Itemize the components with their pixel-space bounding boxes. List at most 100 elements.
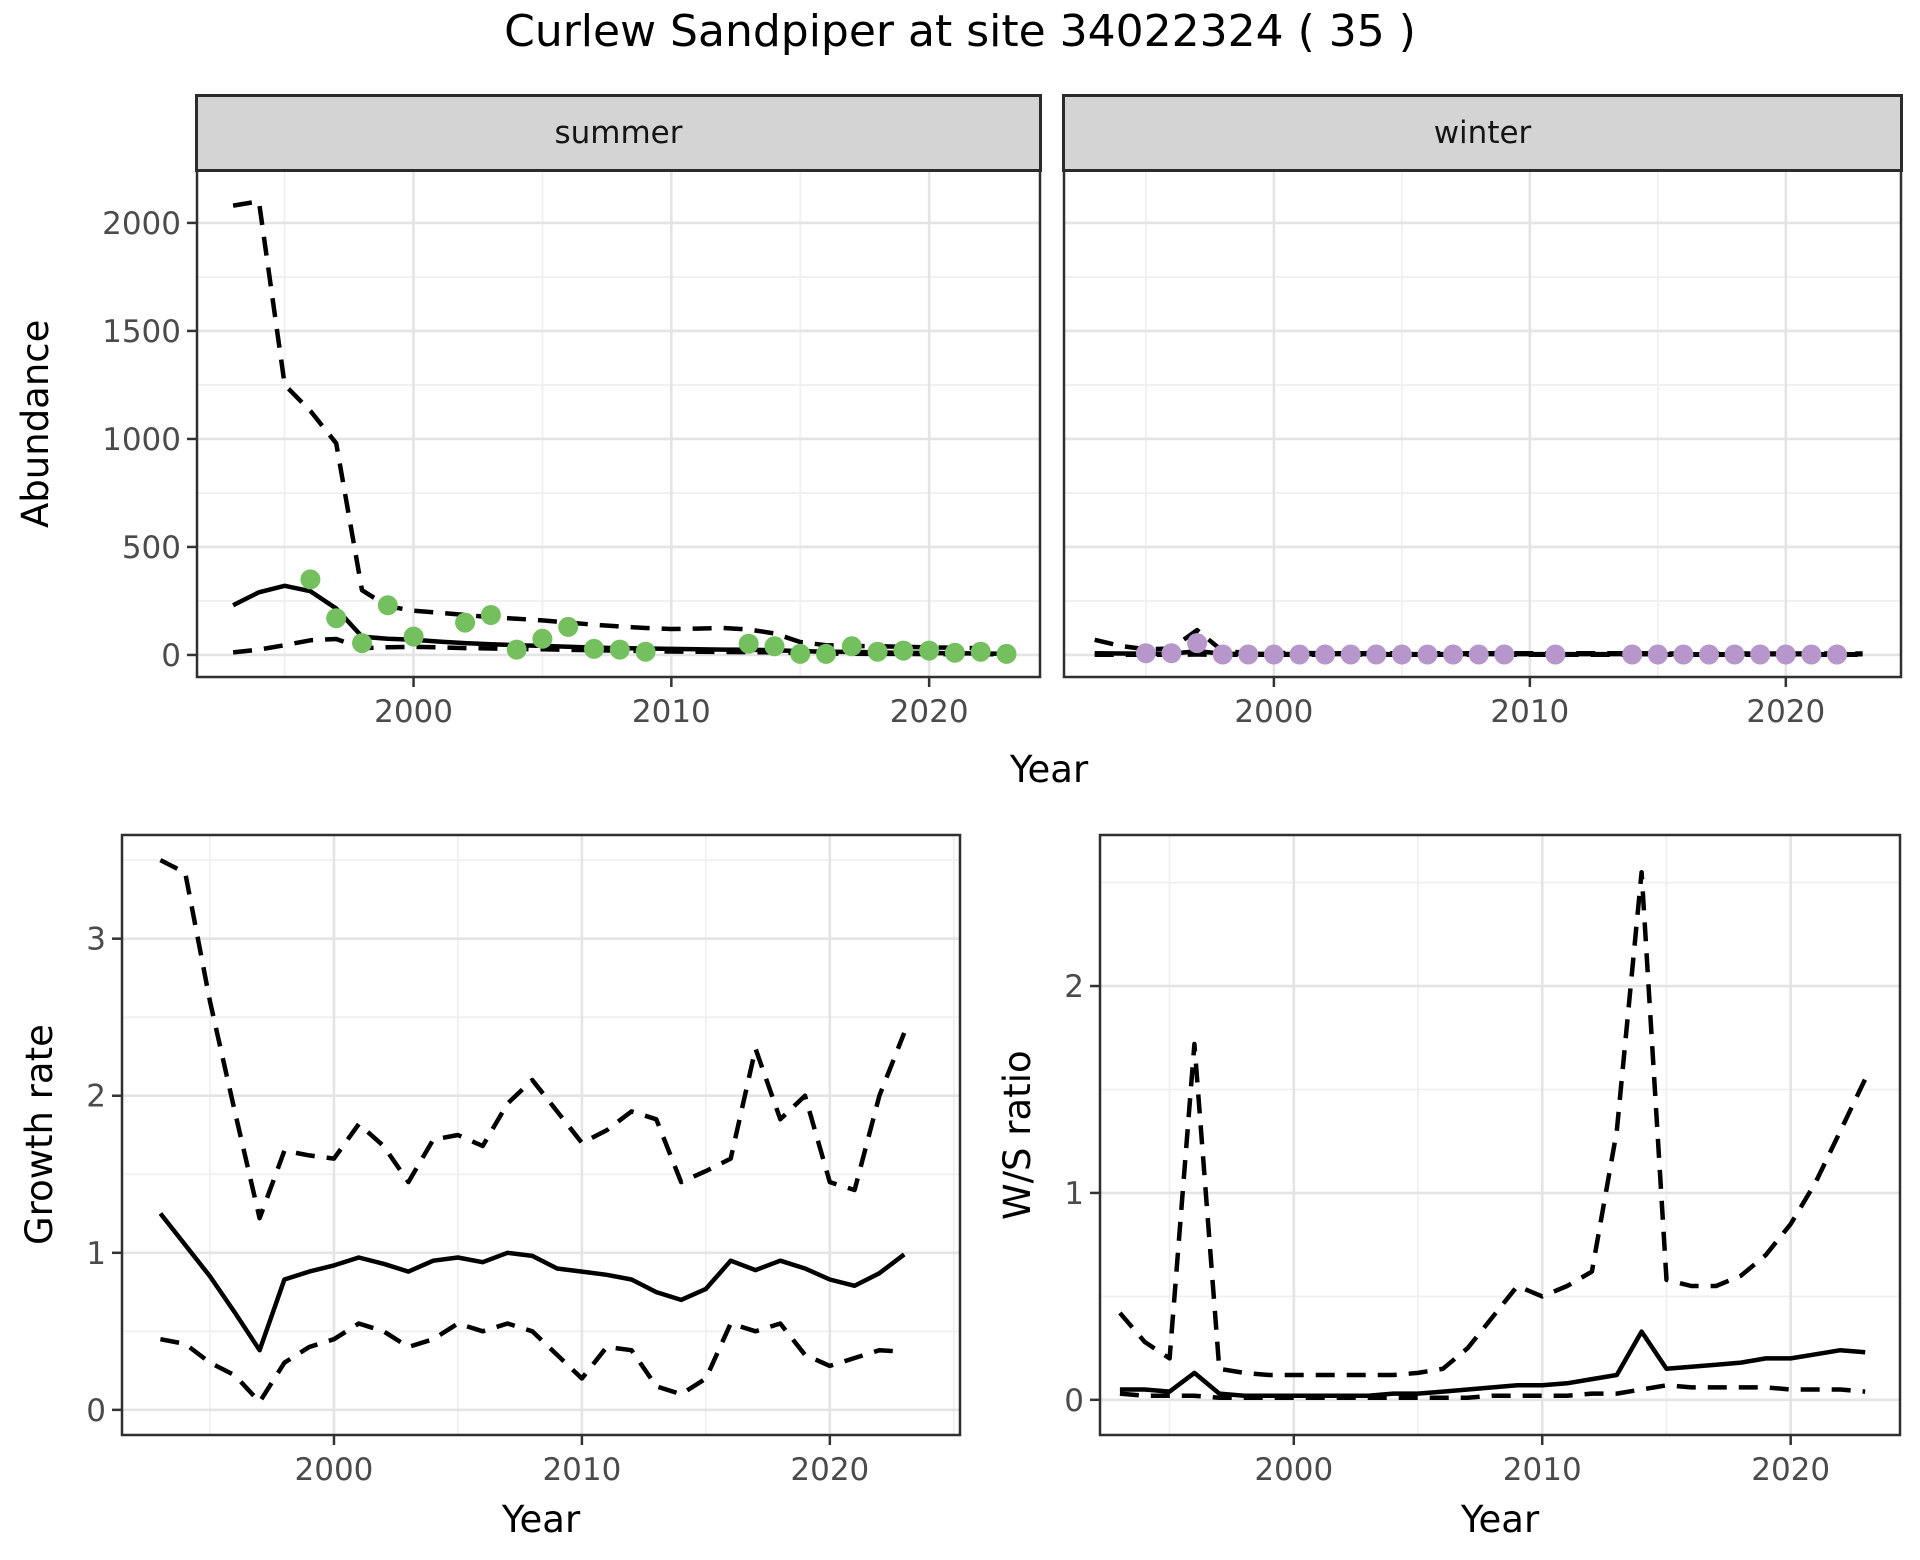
facet-strip-summer-label: summer [554,115,683,151]
panel-border [1098,833,1902,1437]
data-point [1775,644,1796,665]
x-tick-label: 2010 [542,1452,621,1488]
data-point [377,595,398,616]
data-point [790,643,811,664]
x-tick-label: 2010 [632,694,711,730]
x-tick-label: 2000 [1234,694,1313,730]
y-tick-label: 1000 [102,422,181,458]
panel-background [122,835,960,1435]
data-point [1545,644,1566,665]
ws-ratio-upper-95-ci-line [1118,869,1868,1378]
y-axis-title-ws-ratio: W/S ratio [996,1050,1039,1220]
data-point [1187,633,1208,654]
growth-rate-lower-95-ci-line [159,1321,905,1405]
y-tick-label: 2 [1064,969,1084,1005]
panel-background [1064,170,1901,677]
panel-ws-ratio: 2000 2010 2020 0 1 2 [1064,833,1902,1488]
x-tick-label: 2010 [1490,694,1569,730]
figure-title: Curlew Sandpiper at site 34022324 ( 35 ) [504,6,1416,57]
data-point [764,636,785,657]
x-tick-label: 2010 [1503,1452,1582,1488]
growth-rate-growth-rate-line [158,1212,906,1353]
data-point [532,628,553,649]
y-axis-title-growth-rate: Growth rate [18,1024,61,1246]
y-tick-label: 500 [122,530,181,566]
data-point [944,642,965,663]
y-tick-label: 0 [161,638,181,674]
data-point [1315,644,1336,665]
facet-strip-winter: winter [1062,94,1903,172]
data-point [1443,644,1464,665]
data-point [738,633,759,654]
data-point [1647,644,1668,665]
y-tick-label: 3 [86,922,106,958]
data-point [352,633,372,654]
data-point [635,641,656,662]
data-point [1366,644,1387,665]
data-point [1724,644,1745,665]
y-tick-label: 2000 [102,206,181,242]
facet-strip-winter-label: winter [1433,115,1532,151]
y-tick-label: 1500 [102,314,181,350]
data-point [1494,644,1515,665]
panel-background [1100,835,1900,1435]
data-point [816,643,836,664]
growth-rate-upper-95-ci-line [159,858,907,1221]
data-point [558,616,579,637]
data-point [1391,644,1412,665]
data-point [1622,644,1643,665]
data-point [1801,644,1822,665]
y-tick-label: 2 [86,1079,106,1115]
data-point [300,569,321,590]
data-point [893,640,914,661]
x-tick-label: 2000 [295,1452,374,1488]
y-tick-label: 0 [86,1393,106,1429]
panel-border [120,833,962,1437]
x-tick-label: 2000 [1254,1452,1333,1488]
x-tick-label: 2000 [374,694,453,730]
data-point [1699,644,1719,665]
y-tick-label: 0 [1064,1383,1084,1419]
data-point [1212,644,1233,665]
data-point [841,636,862,657]
data-point [1468,644,1489,665]
data-point [480,605,501,625]
x-tick-label: 2020 [890,694,969,730]
x-tick-label: 2020 [1751,1452,1830,1488]
data-point [584,638,604,659]
data-point [609,639,630,660]
data-point [403,626,424,647]
data-point [1263,644,1284,665]
data-point [1238,644,1259,665]
x-axis-title-year-top: Year [1009,748,1089,791]
data-point [1417,644,1438,665]
y-tick-label: 1 [86,1236,106,1272]
y-axis-title-abundance: Abundance [14,319,57,528]
y-tick-label: 1 [1064,1176,1084,1212]
data-point [919,640,940,661]
data-point [1750,644,1771,665]
data-point [1340,644,1361,665]
panel-abundance-winter: 2000 2010 2020 [1062,168,1903,730]
x-axis-title-year-growth: Year [501,1498,581,1541]
facet-strip-summer: summer [195,94,1042,172]
data-point [1161,643,1182,664]
x-axis-title-year-ws: Year [1460,1498,1540,1541]
panel-background [197,170,1040,677]
ws-ratio-lower-95-ci-line [1119,1383,1866,1401]
data-point [455,612,476,633]
data-point [867,641,888,662]
panel-abundance-summer: 2000 2010 2020 0 500 1000 1500 2000 [102,168,1042,730]
x-tick-label: 2020 [790,1452,869,1488]
data-point [1827,644,1847,665]
data-point [1135,643,1156,664]
panel-growth-rate: 2000 2010 2020 0 1 2 3 [86,833,962,1488]
data-point [996,643,1017,664]
data-point [506,639,527,660]
data-point [1289,644,1310,665]
data-point [970,641,991,662]
data-point [326,608,347,629]
data-point [1673,644,1694,665]
